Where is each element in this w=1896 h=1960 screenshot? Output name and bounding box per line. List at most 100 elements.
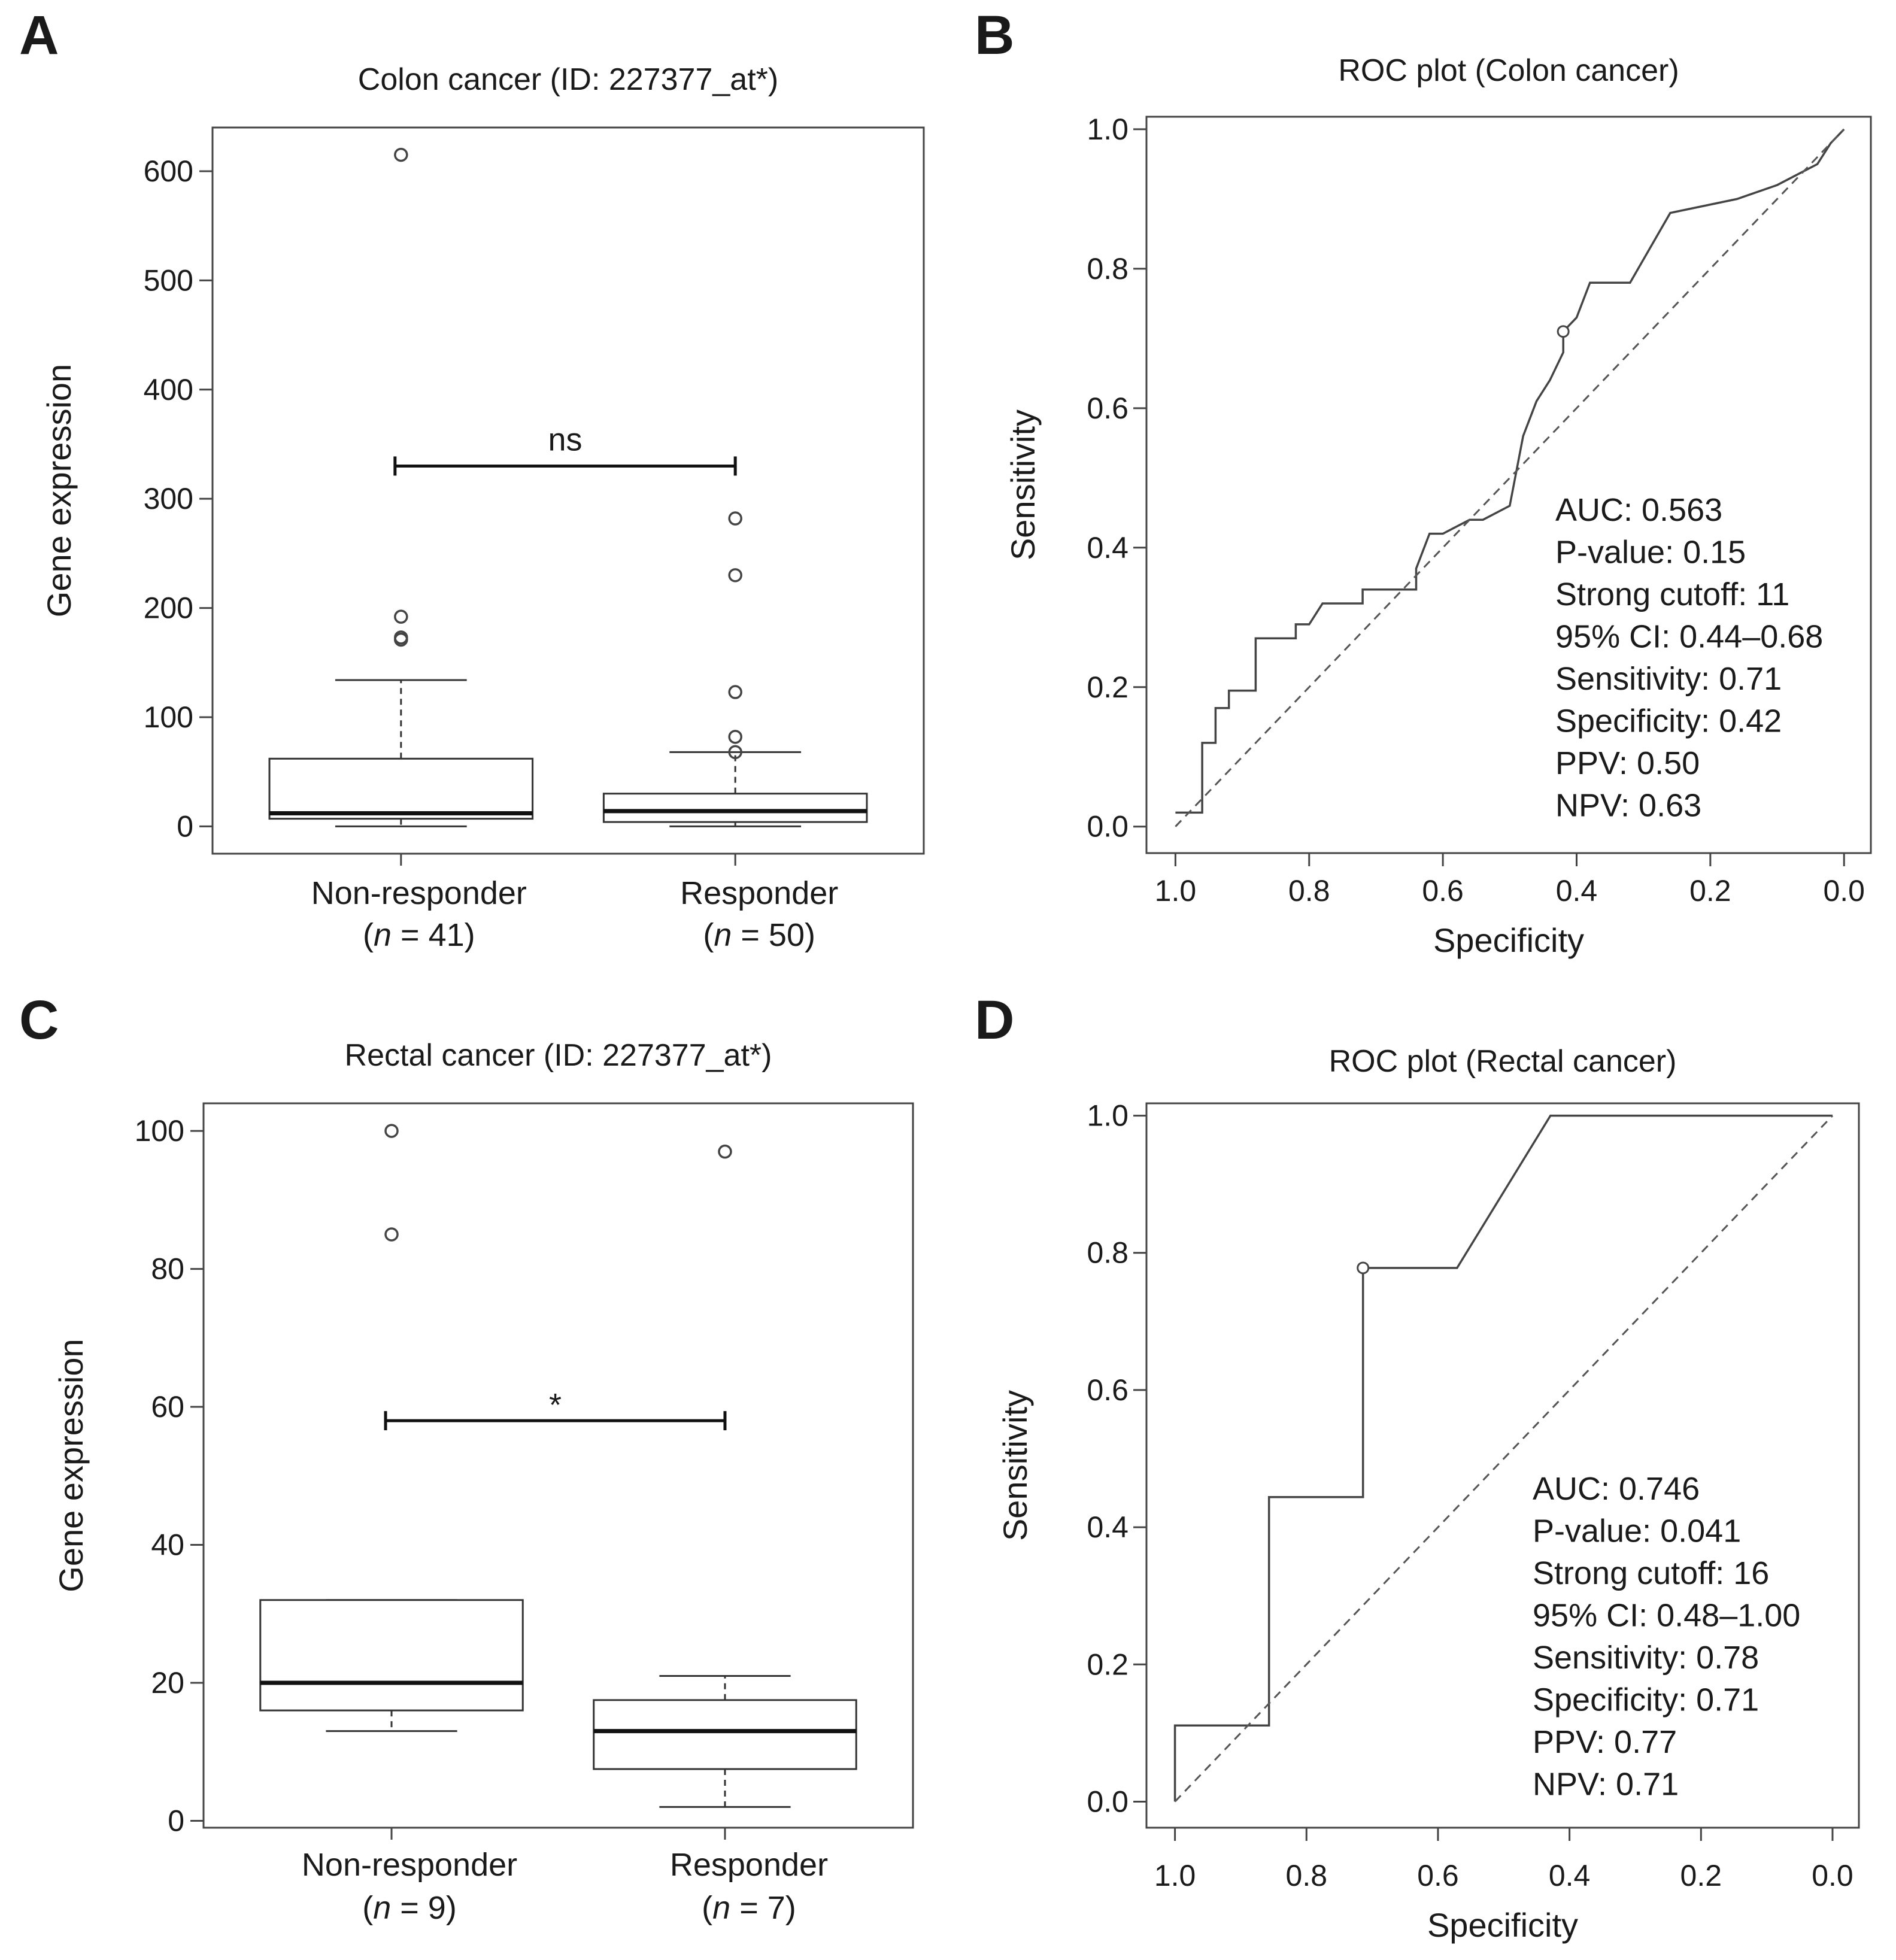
chart-title: ROC plot (Rectal cancer) — [1329, 1044, 1677, 1079]
outlier-point — [728, 568, 742, 582]
stat-line: NPV: 0.63 — [1555, 788, 1701, 824]
count-prefix: ( — [362, 1890, 373, 1926]
count-n: n — [373, 1890, 391, 1926]
panel-b: B ROC plot (Colon cancer) 1.0 0.8 0.6 0.4 0.2 0… — [975, 5, 1872, 959]
y-tick-label: 0 — [168, 1804, 184, 1837]
category-label: Responder — [680, 875, 838, 911]
category-count: (n = 7) — [702, 1890, 796, 1926]
y-tick-label: 200 — [144, 591, 193, 625]
count-n: n — [374, 917, 392, 953]
count-suffix: = 9) — [391, 1890, 457, 1926]
panel-letter: B — [975, 5, 1014, 66]
y-axis-label: Gene expression — [40, 364, 78, 617]
y-tick-label: 0.0 — [1087, 1785, 1129, 1818]
x-tick-label: 0.6 — [1422, 874, 1464, 908]
y-tick-label: 60 — [151, 1390, 184, 1424]
count-n: n — [712, 1890, 730, 1926]
y-tick-label: 0.2 — [1087, 670, 1129, 704]
panel-a: A Colon cancer (ID: 227377_at*) 0 100 200 300… — [19, 5, 925, 953]
iqr-box — [268, 757, 534, 820]
x-axis-label: Specificity — [1433, 921, 1584, 959]
category-count: (n = 41) — [363, 917, 475, 953]
y-tick-label: 20 — [151, 1666, 184, 1700]
box-responder: Responder (n = 7) — [593, 1144, 857, 1926]
outlier-point — [394, 147, 408, 162]
box-non-responder: Non-responder (n = 9) — [259, 1124, 524, 1926]
panel-letter: D — [975, 990, 1014, 1051]
y-tick-label: 0 — [177, 809, 193, 843]
plot-frame — [1145, 1102, 1860, 1829]
significance-bracket: ns — [393, 421, 737, 476]
outlier-point — [384, 1227, 399, 1242]
y-tick-label: 500 — [144, 263, 193, 297]
box-responder: Responder (n = 50) — [602, 511, 868, 953]
x-tick-label: 0.2 — [1689, 874, 1731, 908]
count-prefix: ( — [702, 1890, 712, 1926]
stat-line: Sensitivity: 0.71 — [1555, 661, 1782, 697]
y-tick-label: 100 — [135, 1114, 184, 1148]
chart-title: Rectal cancer (ID: 227377_at*) — [345, 1038, 772, 1073]
stat-line: Specificity: 0.71 — [1533, 1682, 1759, 1718]
chance-diagonal-line — [1174, 1115, 1834, 1803]
y-tick-label: 0.8 — [1087, 1236, 1129, 1270]
x-tick-label: 0.0 — [1823, 874, 1865, 908]
x-tick-label: 0.8 — [1288, 874, 1330, 908]
panel-letter: C — [19, 990, 59, 1051]
stat-line: AUC: 0.563 — [1555, 492, 1722, 528]
box-non-responder: Non-responder (n = 41) — [268, 147, 534, 953]
outlier-point — [394, 609, 408, 624]
stats-annotation: AUC: 0.563 P-value: 0.15 Strong cutoff: 11… — [1555, 492, 1823, 824]
outlier-point — [728, 730, 742, 744]
count-n: n — [714, 917, 732, 953]
panel-letter: A — [19, 5, 59, 66]
stat-line: PPV: 0.77 — [1533, 1724, 1677, 1760]
significance-label: * — [549, 1387, 562, 1423]
category-count: (n = 50) — [703, 917, 815, 953]
cutoff-point — [1557, 325, 1570, 338]
y-tick-label: 100 — [144, 700, 193, 734]
chart-title: ROC plot (Colon cancer) — [1338, 53, 1679, 88]
y-tick-label: 600 — [144, 154, 193, 188]
stat-line: P-value: 0.041 — [1533, 1513, 1741, 1549]
outlier-point — [384, 1124, 399, 1138]
y-tick-label: 400 — [144, 373, 193, 406]
x-tick-label: 1.0 — [1155, 874, 1197, 908]
outlier-point — [728, 685, 742, 699]
y-tick-label: 0.2 — [1087, 1648, 1129, 1681]
y-tick-label: 80 — [151, 1252, 184, 1286]
x-tick-label: 0.6 — [1417, 1859, 1459, 1892]
x-tick-label: 0.8 — [1286, 1859, 1328, 1892]
iqr-box — [602, 793, 868, 823]
stat-line: Specificity: 0.42 — [1555, 703, 1782, 739]
x-tick-label: 0.4 — [1556, 874, 1598, 908]
significance-bracket: * — [384, 1387, 727, 1431]
x-tick-label: 0.4 — [1549, 1859, 1591, 1892]
category-count: (n = 9) — [362, 1890, 457, 1926]
plot-frame — [1145, 116, 1872, 854]
stat-line: 95% CI: 0.44–0.68 — [1555, 619, 1823, 655]
y-axis-label: Sensitivity — [1004, 409, 1042, 560]
y-tick-label: 0.8 — [1087, 252, 1129, 286]
count-prefix: ( — [363, 917, 374, 953]
x-tick-label: 0.2 — [1680, 1859, 1722, 1892]
stat-line: AUC: 0.746 — [1533, 1471, 1700, 1507]
y-tick-label: 0.4 — [1087, 1510, 1129, 1544]
stat-line: Sensitivity: 0.78 — [1533, 1640, 1759, 1676]
y-tick-label: 0.6 — [1087, 392, 1129, 425]
x-axis-label: Specificity — [1427, 1906, 1578, 1944]
y-tick-label: 300 — [144, 482, 193, 515]
stats-annotation: AUC: 0.746 P-value: 0.041 Strong cutoff: 1… — [1533, 1471, 1800, 1803]
stat-line: NPV: 0.71 — [1533, 1767, 1679, 1803]
y-tick-label: 0.6 — [1087, 1373, 1129, 1407]
outlier-point — [394, 632, 408, 647]
outlier-point — [718, 1144, 732, 1159]
chart-title: Colon cancer (ID: 227377_at*) — [358, 62, 778, 97]
stat-line: Strong cutoff: 16 — [1533, 1555, 1769, 1591]
panel-c: C Rectal cancer (ID: 227377_at*) 0 20 40 60 80… — [19, 990, 914, 1926]
iqr-box — [259, 1599, 524, 1712]
count-suffix: = 41) — [392, 917, 475, 953]
count-suffix: = 7) — [730, 1890, 796, 1926]
count-suffix: = 50) — [732, 917, 815, 953]
y-tick-label: 1.0 — [1087, 113, 1129, 146]
category-label: Non-responder — [311, 875, 527, 911]
